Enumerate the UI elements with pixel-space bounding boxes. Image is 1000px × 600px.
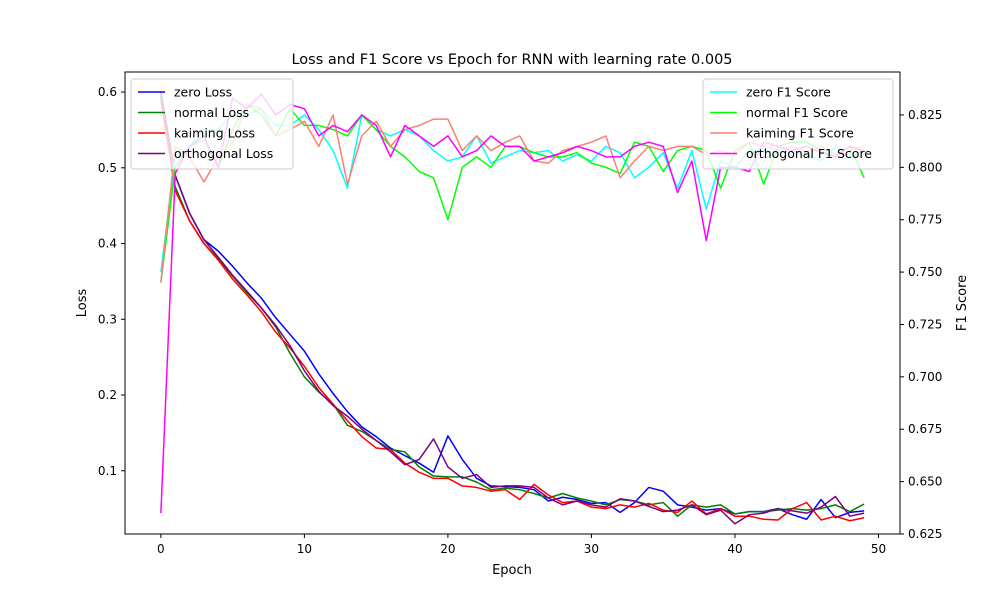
legend-frame (130, 78, 294, 170)
x-tick-label: 50 (871, 542, 886, 556)
x-tick-label: 20 (440, 542, 455, 556)
left-y-tick-label: 0.4 (98, 237, 117, 251)
left-y-tick-label: 0.5 (98, 161, 117, 175)
right-y-tick-label: 0.625 (908, 527, 942, 541)
series-line-normal-loss (160, 95, 865, 517)
legend-frame (702, 78, 894, 170)
legend-label: orthogonal Loss (174, 146, 273, 161)
x-tick-label: 30 (584, 542, 599, 556)
legend-label: orthogonal F1 Score (746, 146, 872, 161)
right-y-tick-label: 0.775 (908, 213, 942, 227)
right-y-tick-label: 0.800 (908, 160, 942, 174)
right-y-tick-label: 0.725 (908, 317, 942, 331)
x-axis-ticks: 0 10 20 30 40 50 (157, 534, 886, 556)
x-tick-label: 40 (727, 542, 742, 556)
x-axis-label: Epoch (492, 563, 532, 578)
series-line-orthogonal-loss (160, 91, 865, 525)
left-y-axis-ticks: 0.1 0.2 0.3 0.4 0.5 0.6 (98, 85, 125, 478)
plot-area-frame (124, 71, 901, 535)
right-y-tick-label: 0.825 (908, 108, 942, 122)
right-y-tick-label: 0.700 (908, 370, 942, 384)
left-y-tick-label: 0.6 (98, 85, 117, 99)
legend-label: zero Loss (174, 85, 232, 100)
f1-legend: zero F1 Score normal F1 Score kaiming F1 S… (702, 78, 894, 170)
legend-label: normal F1 Score (746, 105, 848, 120)
chart-title: Loss and F1 Score vs Epoch for RNN with … (291, 52, 732, 68)
legend-label: kaiming Loss (174, 126, 255, 141)
right-y-axis-ticks: 0.625 0.650 0.675 0.700 0.725 0.750 0.775 0.800… (900, 108, 942, 541)
legend-label: kaiming F1 Score (746, 126, 854, 141)
left-y-tick-label: 0.3 (98, 312, 117, 326)
legend-label: normal Loss (174, 105, 249, 120)
left-y-tick-label: 0.2 (98, 388, 117, 402)
x-tick-label: 0 (157, 542, 165, 556)
right-y-tick-label: 0.650 (908, 475, 942, 489)
left-y-tick-label: 0.1 (98, 464, 117, 478)
left-y-axis-label: Loss (75, 289, 90, 318)
loss-legend: zero Loss normal Loss kaiming Loss orthogon… (130, 78, 294, 170)
legend-label: zero F1 Score (746, 85, 831, 100)
x-tick-label: 10 (297, 542, 312, 556)
right-y-tick-label: 0.750 (908, 265, 942, 279)
right-y-axis-label: F1 Score (955, 275, 970, 331)
right-y-tick-label: 0.675 (908, 422, 942, 436)
